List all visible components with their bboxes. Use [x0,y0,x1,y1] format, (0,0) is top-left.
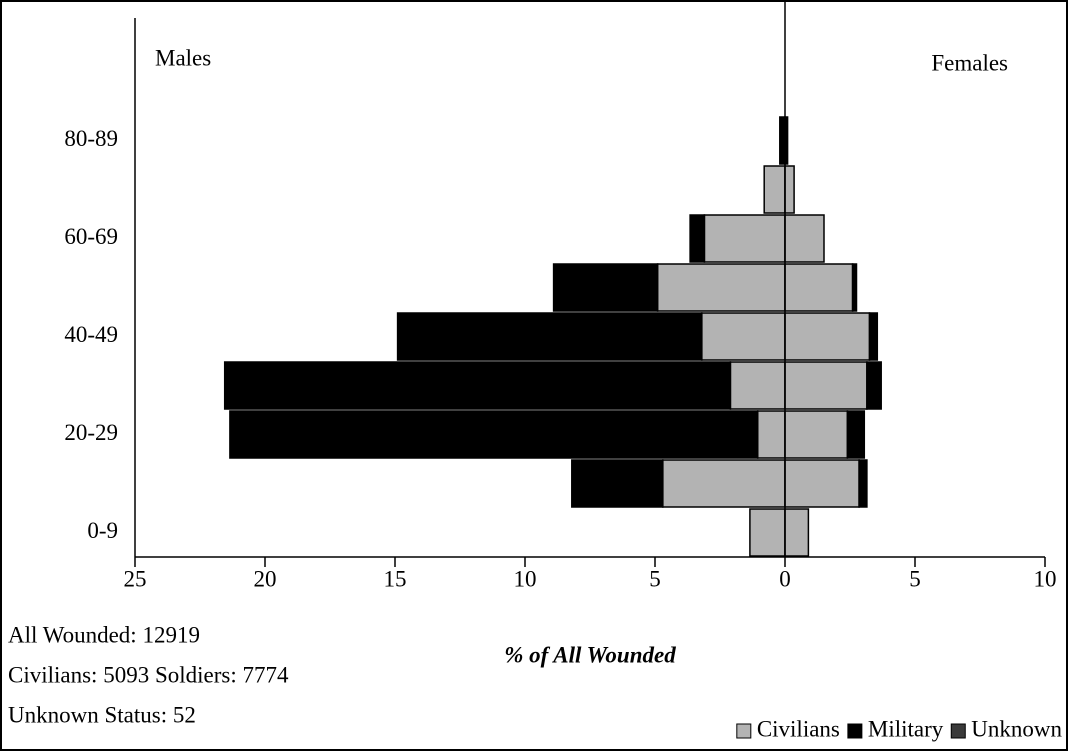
annotation: Civilians: 5093 Soldiers: 7774 [8,662,289,687]
legend-label: Military [868,716,944,741]
legend-swatch [950,723,966,739]
x-tick-label: 15 [384,566,407,591]
legend-label: Unknown [971,716,1062,741]
x-tick-label: 5 [909,566,921,591]
x-tick-label: 25 [124,566,147,591]
y-tick-label: 0-9 [87,518,118,543]
bar-female [851,263,858,312]
bar-female [858,459,868,508]
females-label: Females [931,50,1008,75]
bar-male [729,361,786,410]
bar-female [784,312,871,361]
bar-male [756,410,786,459]
bar-male [662,459,786,508]
y-tick-label: 40-49 [64,322,118,347]
x-tick-label: 5 [649,566,661,591]
x-tick-label: 0 [779,566,791,591]
bar-male [656,263,786,312]
bar-female [784,214,825,263]
bar-male [571,459,664,508]
bar-male [689,214,706,263]
bar-male [552,263,659,312]
bar-female [846,410,866,459]
y-tick-label: 60-69 [64,224,118,249]
bar-male [396,312,703,361]
bar-female [868,312,879,361]
bar-female [784,508,810,557]
bar-male [703,214,786,263]
annotation: Unknown Status: 52 [8,702,196,727]
y-tick-label: 80-89 [64,126,118,151]
legend-swatch [847,723,863,739]
bar-female [784,263,854,312]
bar-male [223,361,732,410]
bar-female [784,361,868,410]
x-tick-label: 10 [514,566,537,591]
bar-male [701,312,786,361]
bar-male [229,410,759,459]
x-axis-label: % of All Wounded [504,642,676,667]
annotation: All Wounded: 12919 [8,622,200,647]
bar-male [749,508,786,557]
bar-male [779,116,786,165]
bar-female [784,459,860,508]
x-tick-label: 10 [1034,566,1057,591]
x-tick-label: 20 [254,566,277,591]
bar-male [763,165,786,214]
bar-female [784,410,849,459]
bar-female [784,165,795,214]
legend-swatch [736,723,752,739]
y-tick-label: 20-29 [64,420,118,445]
legend-label: Civilians [757,716,840,741]
males-label: Males [155,45,211,70]
bar-female [866,361,882,410]
